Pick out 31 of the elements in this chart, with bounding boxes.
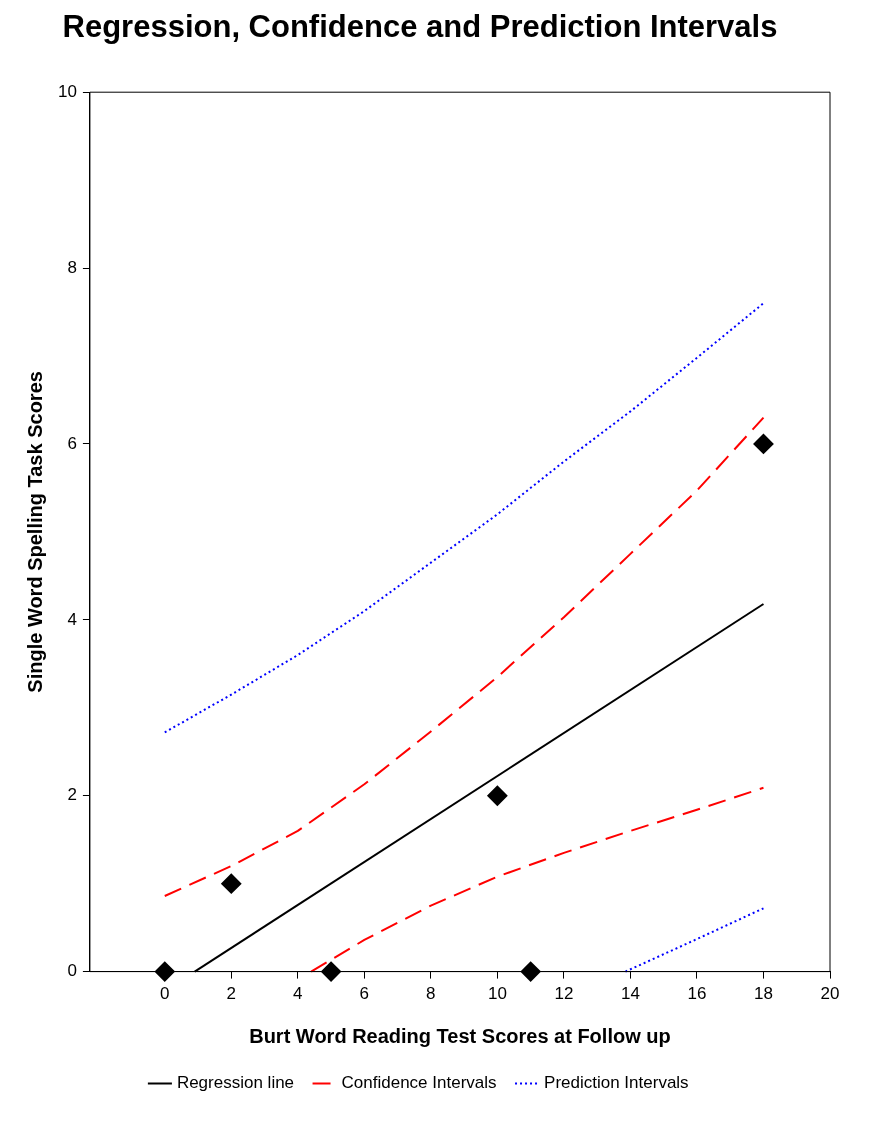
x-tick-label: 10: [487, 984, 507, 1004]
x-tick-label: 14: [620, 984, 640, 1004]
x-tick-label: 2: [226, 984, 237, 1004]
x-axis-title: Burt Word Reading Test Scores at Follow up: [249, 1024, 671, 1047]
line-series: [163, 302, 765, 734]
y-axis-title: Single Word Spelling Task Scores: [23, 371, 46, 693]
y-tick-label: 4: [67, 609, 77, 629]
y-tick-label: 0: [67, 961, 77, 981]
legend-label: Prediction Intervals: [544, 1073, 689, 1093]
y-tick-label: 8: [67, 257, 77, 277]
point: [221, 873, 242, 894]
x-tick-label: 6: [359, 984, 370, 1004]
x-tick-label: 16: [687, 984, 707, 1004]
legend-label: Confidence Intervals: [341, 1073, 497, 1093]
point: [520, 961, 541, 982]
chart-title: Regression, Confidence and Prediction Intervals: [62, 9, 778, 45]
x-tick-label: 20: [820, 984, 840, 1004]
legend-label: Regression line: [176, 1073, 295, 1093]
x-tick-label: 0: [160, 984, 170, 1004]
point: [487, 785, 508, 806]
line-series: [163, 416, 765, 897]
y-tick-label: 2: [67, 785, 77, 805]
x-tick-label: 4: [293, 984, 303, 1004]
x-tick-label: 12: [554, 984, 574, 1004]
line-series: [310, 786, 765, 973]
y-tick-label: 6: [67, 433, 77, 453]
x-tick-label: 18: [754, 984, 773, 1004]
y-tick-label: 10: [57, 81, 77, 101]
point: [154, 961, 175, 982]
point: [753, 433, 774, 454]
x-tick-label: 8: [426, 984, 436, 1004]
